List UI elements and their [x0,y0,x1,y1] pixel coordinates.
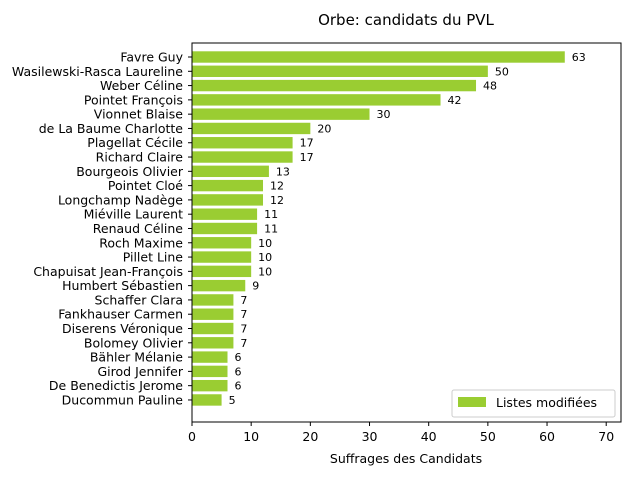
bar [192,122,311,135]
category-label: Favre Guy [120,50,183,65]
x-tick-label: 30 [362,429,378,444]
bar [192,394,222,406]
x-tick-label: 40 [421,429,437,444]
category-label: Renaud Céline [93,221,184,236]
category-label: Ducommun Pauline [62,392,184,407]
x-tick-label: 0 [188,429,196,444]
bar [192,108,370,120]
value-label: 6 [235,351,242,364]
legend-label: Listes modifiées [496,395,597,410]
value-label: 30 [377,108,391,121]
value-label: 13 [276,165,290,178]
value-label: 48 [483,80,497,93]
bar [192,165,269,178]
x-tick-label: 60 [539,429,555,444]
value-label: 10 [258,237,272,250]
value-label: 17 [300,151,314,164]
category-label: Pillet Line [123,250,184,265]
x-axis-title: Suffrages des Candidats [330,451,482,466]
category-label: Richard Claire [96,150,184,165]
bar [192,179,264,192]
value-label: 12 [270,194,284,207]
category-label: Humbert Sébastien [62,278,183,293]
bar [192,208,258,220]
legend-frame [451,389,616,418]
bar [192,322,234,335]
value-label: 7 [240,294,247,307]
bar [192,265,252,278]
bar [192,51,565,63]
bar [192,251,252,263]
value-label: 7 [240,308,247,321]
bars-layer: 6350484230201717131212111110101097777666… [192,51,586,407]
bar [192,294,234,306]
axes-frame [191,42,622,423]
x-tick-label: 70 [598,429,614,444]
bar [192,65,488,77]
bar [192,79,477,92]
value-label: 6 [235,365,242,378]
value-label: 50 [495,65,509,78]
category-label: Pointet Cloé [108,178,183,193]
bar [192,94,441,106]
category-label: Pointet François [84,92,183,107]
category-label: Longchamp Nadège [58,192,183,207]
value-label: 63 [572,51,586,64]
category-label: Wasilewski-Rasca Laureline [12,64,183,79]
bar [192,194,264,206]
bar [192,308,234,320]
value-label: 9 [252,280,259,293]
bar [192,379,228,392]
bar [192,279,246,292]
bar [192,237,252,249]
category-label: Bourgeois Olivier [76,164,184,179]
x-tick-label: 20 [302,429,318,444]
value-label: 11 [264,208,278,221]
category-label: Fankhauser Carmen [58,307,183,322]
x-tick-label: 50 [480,429,496,444]
value-label: 20 [317,122,331,135]
category-label: de La Baume Charlotte [39,121,184,136]
category-label: Chapuisat Jean-François [33,264,183,279]
value-label: 7 [240,323,247,336]
bar [192,337,234,349]
x-tick-label: 10 [243,429,259,444]
category-label: Diserens Véronique [62,321,183,336]
category-label: Girod Jennifer [97,364,183,379]
bar [192,222,258,235]
category-label: Bähler Mélanie [90,350,183,365]
category-label: De Benedictis Jerome [49,378,183,393]
value-label: 17 [300,137,314,150]
category-label: Weber Céline [100,78,183,93]
category-label: Vionnet Blaise [94,107,184,122]
value-label: 6 [235,380,242,393]
legend-swatch [458,397,486,407]
category-label: Bolomey Olivier [84,335,184,350]
bar [192,351,228,363]
category-label: Schaffer Clara [95,292,183,307]
value-label: 11 [264,222,278,235]
category-label: Miéville Laurent [84,207,183,222]
bar [192,151,293,163]
bar [192,137,293,149]
category-label: Roch Maxime [99,235,183,250]
value-label: 7 [240,337,247,350]
legend: Listes modifiées [451,389,616,418]
value-label: 5 [229,394,236,407]
value-label: 10 [258,265,272,278]
value-label: 10 [258,251,272,264]
chart-title: Orbe: candidats du PVL [318,11,494,29]
bar [192,365,228,378]
value-label: 12 [270,180,284,193]
value-label: 42 [448,94,462,107]
category-label: Plagellat Cécile [87,135,183,150]
